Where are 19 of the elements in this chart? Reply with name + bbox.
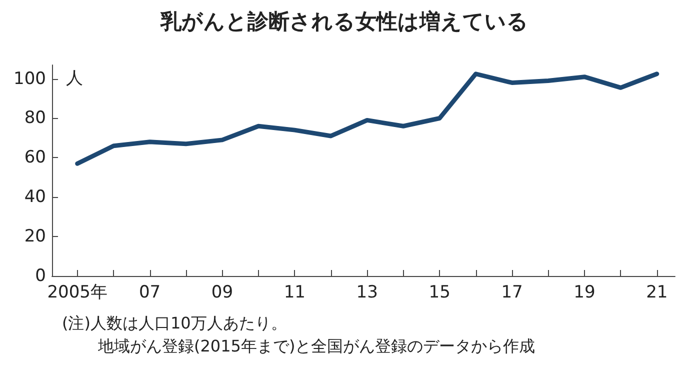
text: 地域がん登録(2015年まで)と全国がん登録のデータから作成: [97, 336, 536, 356]
x-tick-label: 07: [138, 282, 161, 302]
chart-title: 乳がんと診断される女性は増えている: [160, 10, 528, 34]
x-tick-label: 09: [211, 282, 234, 302]
y-tick-label: 60: [24, 148, 46, 168]
y-tick-label: 40: [24, 187, 46, 208]
y-tick-label: 20: [24, 226, 46, 247]
x-tick-label: 15: [428, 282, 450, 302]
y-tick-label: 80: [24, 108, 46, 128]
y-tick-label: 0: [35, 266, 46, 286]
x-tick-label: 19: [574, 282, 596, 302]
y-tick-label: 100: [14, 68, 46, 89]
x-tick-label: 21: [646, 282, 668, 302]
x-tick-label: 11: [284, 282, 306, 302]
x-tick-label: 17: [501, 282, 523, 302]
text: (注)人数は人口10万人あたり。: [62, 314, 287, 332]
x-tick-label: 13: [356, 282, 378, 302]
y-axis-title: 人: [66, 68, 83, 88]
x-tick-label: 2005年: [47, 282, 108, 302]
